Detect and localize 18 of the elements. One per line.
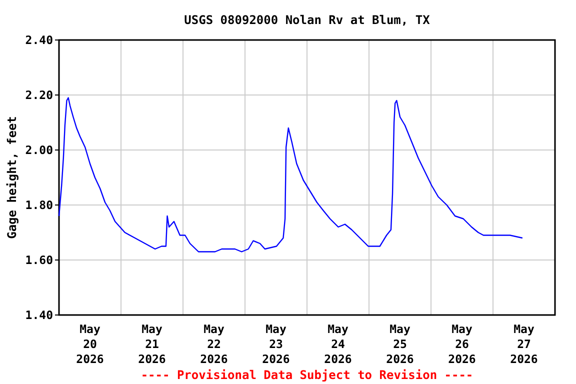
x-tick-label: May 22 2026	[200, 322, 228, 366]
y-tick-label: 2.20	[25, 88, 54, 102]
line-series	[58, 97, 524, 252]
x-tick-label: May 26 2026	[448, 322, 476, 366]
y-tick-label: 1.40	[25, 308, 54, 322]
y-tick-label: 1.80	[25, 198, 54, 212]
x-tick-label: May 21 2026	[138, 322, 166, 366]
x-tick-label: May 20 2026	[76, 322, 104, 366]
y-axis-title: Gage height, feet	[5, 116, 19, 239]
text: ---- Provisional Data Subject to Revision ----	[140, 368, 474, 382]
x-tick-label: May 27 2026	[510, 322, 538, 366]
x-tick-label: May 24 2026	[324, 322, 352, 366]
y-tick-label: 2.00	[25, 143, 54, 157]
x-tick-label: May 23 2026	[262, 322, 290, 366]
chart-title: USGS 08092000 Nolan Rv at Blum, TX	[184, 13, 431, 27]
y-tick-label: 1.60	[25, 253, 54, 267]
y-tick-label: 2.40	[25, 33, 54, 47]
x-tick-label: May 25 2026	[386, 322, 414, 366]
